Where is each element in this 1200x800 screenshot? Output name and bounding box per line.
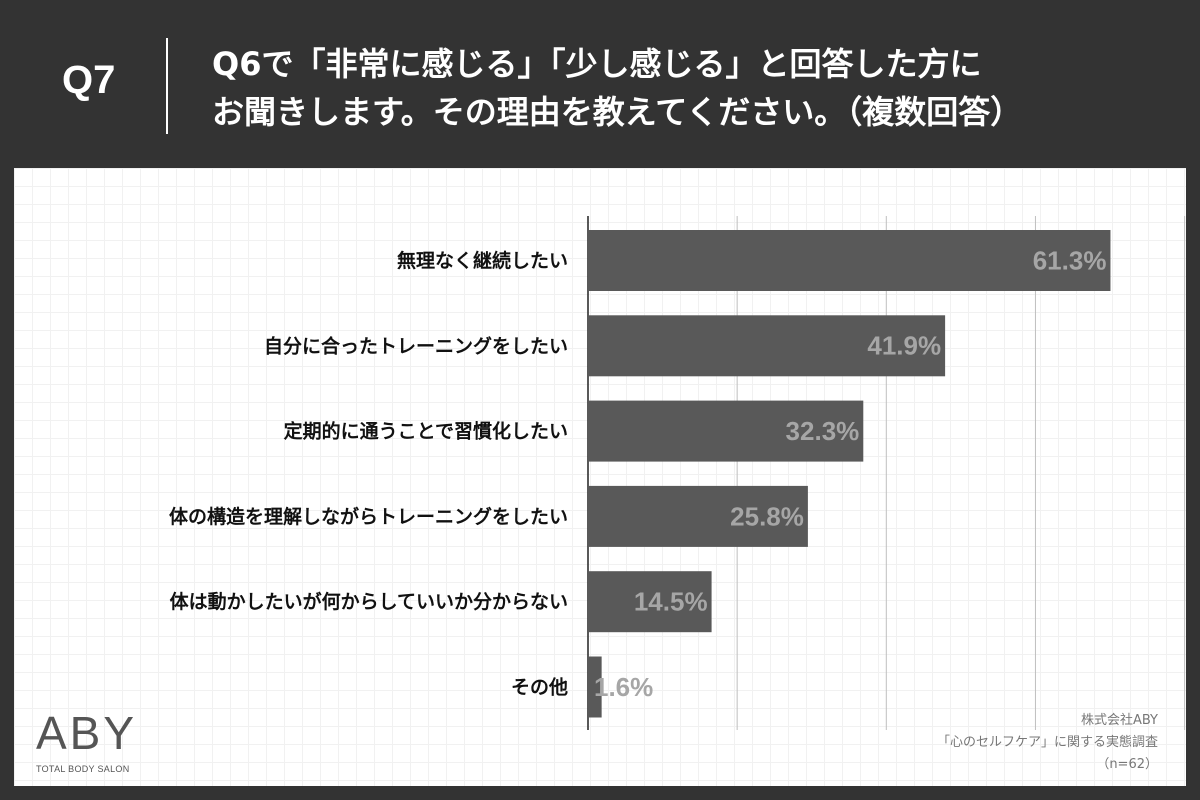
question-title-line-1: Q6で「非常に感じる」「少し感じる」と回答した方に	[212, 45, 982, 83]
source-company: 株式会社ABY	[1080, 713, 1158, 728]
bar	[588, 315, 946, 377]
data-label: 25.8%	[730, 501, 804, 531]
category-label: 無理なく継続したい	[397, 249, 568, 272]
aby-logo: ABY TOTAL BODY SALON	[36, 708, 136, 778]
data-label: 61.3%	[1033, 245, 1107, 275]
bar	[588, 571, 712, 633]
bar	[588, 230, 1111, 291]
question-title-line-2: お聞きします。その理由を教えてください。（複数回答）	[212, 93, 1023, 131]
category-label: その他	[511, 676, 568, 699]
question-title: Q6で「非常に感じる」「少し感じる」と回答した方に お聞きします。その理由を教え…	[212, 40, 1172, 136]
category-label: 定期的に通うことで習慣化したい	[284, 420, 568, 443]
source-survey: 「心のセルフケア」に関する実態調査	[936, 735, 1158, 750]
logo-subtitle: TOTAL BODY SALON	[36, 764, 130, 774]
data-label: 41.9%	[867, 331, 941, 361]
bar-chart: 無理なく継続したい 61.3% 自分に合ったトレーニングをしたい 41.9% 定期的に通…	[169, 216, 1186, 730]
header-divider	[166, 38, 168, 134]
category-label: 体の構造を理解しながらトレーニングをしたい	[169, 505, 568, 528]
chart-panel: 無理なく継続したい 61.3% 自分に合ったトレーニングをしたい 41.9% 定期的に通…	[14, 168, 1186, 786]
data-label: 14.5%	[634, 587, 708, 617]
bar	[588, 485, 808, 547]
source-note: 株式会社ABY 「心のセルフケア」に関する実態調査 （n=62）	[937, 710, 1158, 776]
source-sample: （n=62）	[1096, 757, 1158, 772]
question-header: Q7 Q6で「非常に感じる」「少し感じる」と回答した方に お聞きします。その理由…	[0, 0, 1200, 168]
logo-mark: ABY	[36, 707, 138, 759]
data-label: 1.6%	[594, 672, 653, 702]
bar	[588, 656, 602, 718]
category-label: 自分に合ったトレーニングをしたい	[264, 334, 568, 357]
question-number: Q7	[62, 58, 116, 102]
category-label: 体は動かしたいが何からしていいか分からない	[170, 590, 568, 613]
bar	[588, 400, 864, 462]
data-label: 32.3%	[786, 416, 860, 446]
